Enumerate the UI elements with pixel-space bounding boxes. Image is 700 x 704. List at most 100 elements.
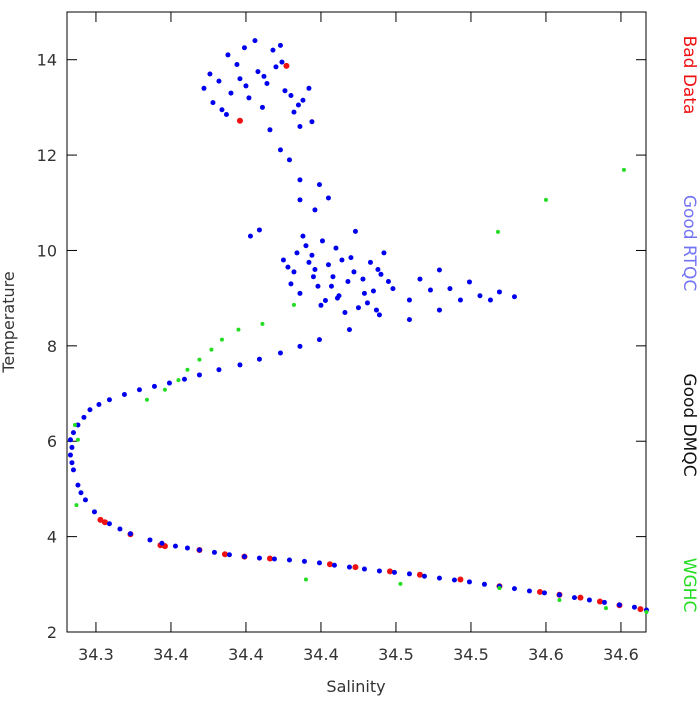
data-point [644, 609, 649, 614]
data-point [225, 52, 231, 58]
data-point [466, 279, 472, 285]
data-point [511, 294, 517, 300]
data-point [106, 521, 112, 527]
data-point [234, 61, 240, 67]
data-point [226, 552, 232, 558]
data-point [318, 302, 324, 308]
data-point [541, 590, 547, 596]
data-point [322, 298, 328, 304]
data-point [391, 569, 397, 575]
data-point [351, 269, 357, 275]
data-point [211, 549, 217, 555]
data-point [346, 327, 352, 333]
data-point [339, 257, 345, 263]
data-point [144, 397, 149, 402]
data-point [334, 295, 340, 301]
data-point [261, 73, 267, 79]
data-point [315, 283, 321, 289]
data-point [78, 490, 84, 496]
data-point [181, 376, 187, 382]
data-point [352, 228, 358, 234]
data-point [260, 321, 265, 326]
data-point [571, 595, 577, 601]
data-point [301, 558, 307, 564]
x-tick-label: 34.3 [78, 645, 114, 664]
legend-entry: WGHC [679, 558, 699, 613]
data-point [457, 297, 463, 303]
y-tick-label: 10 [37, 241, 57, 260]
data-point [176, 378, 181, 383]
data-point [361, 566, 367, 572]
data-point [376, 568, 382, 574]
data-point [75, 422, 81, 428]
y-tick-label: 2 [47, 623, 57, 642]
data-point [237, 76, 243, 82]
data-point [236, 117, 243, 124]
data-point [282, 88, 288, 94]
data-point [596, 598, 603, 605]
data-point [252, 38, 258, 44]
data-point [291, 109, 297, 115]
data-point [398, 581, 403, 586]
data-point [373, 307, 379, 313]
data-point [319, 238, 325, 244]
data-point [256, 356, 262, 362]
data-point [333, 245, 339, 251]
data-point [283, 62, 290, 69]
y-tick-label: 6 [47, 432, 57, 451]
data-point [266, 555, 273, 562]
data-point [236, 327, 241, 332]
data-point [487, 297, 493, 303]
data-point [543, 197, 548, 202]
data-point [197, 357, 202, 362]
x-tick-label: 34.6 [528, 645, 564, 664]
data-point [325, 262, 331, 268]
data-point [297, 177, 303, 183]
legend-entry: Bad Data [679, 36, 699, 115]
y-tick-label: 4 [47, 528, 57, 547]
data-point [309, 252, 315, 258]
data-point [406, 317, 412, 323]
data-point [616, 602, 622, 608]
data-point [526, 588, 532, 594]
data-point [310, 274, 316, 280]
data-point [381, 250, 387, 256]
data-point [457, 576, 464, 583]
data-point [586, 597, 592, 603]
data-point [185, 367, 190, 372]
data-point [207, 71, 213, 77]
x-tick-label: 34.4 [153, 645, 189, 664]
data-point [291, 302, 296, 307]
data-point [101, 519, 108, 526]
data-point [295, 102, 301, 108]
data-point [256, 555, 262, 561]
data-point [303, 243, 309, 249]
legend-entry: Good DMQC [679, 373, 699, 476]
data-point [417, 276, 423, 282]
data-point [316, 560, 322, 566]
data-point [121, 391, 127, 397]
data-point [312, 267, 318, 273]
data-point [279, 59, 285, 65]
data-point [406, 571, 412, 577]
data-point [375, 267, 381, 273]
data-point [294, 250, 300, 256]
data-point [436, 575, 442, 581]
data-point [159, 540, 165, 546]
data-point [297, 290, 303, 296]
data-point [67, 452, 73, 458]
data-point [75, 437, 80, 442]
data-point [637, 606, 644, 613]
data-point [136, 387, 142, 393]
data-point [221, 551, 228, 558]
data-point [361, 290, 367, 296]
x-tick-label: 34.4 [303, 645, 339, 664]
data-point [201, 85, 207, 91]
data-point [297, 197, 303, 203]
data-point [223, 112, 229, 118]
plot-frame [66, 11, 647, 633]
data-point [273, 64, 279, 70]
data-point [280, 257, 286, 263]
data-point [416, 571, 423, 578]
